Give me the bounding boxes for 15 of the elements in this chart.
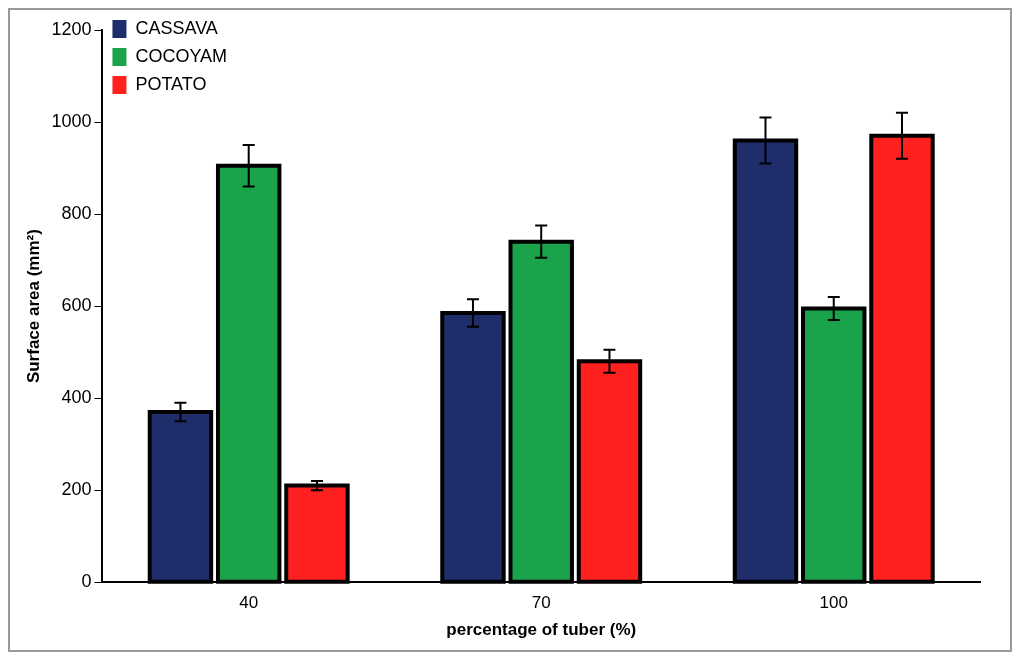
y-tick-label: 1200 [51,18,92,39]
y-tick-label: 600 [61,295,92,316]
x-tick-label: 70 [531,593,551,613]
y-axis-title: Surface area (mm²) [23,229,43,384]
y-tick-label: 200 [61,479,92,500]
legend-label: POTATO [135,73,207,94]
x-tick-label: 40 [239,593,259,613]
y-tick-label: 800 [61,203,92,224]
x-axis-title: percentage of tuber (%) [446,620,637,640]
legend-label: COCOYAM [135,45,228,66]
y-tick-label: 400 [61,387,92,408]
y-tick-label: 1000 [51,111,92,131]
x-tick-label: 100 [819,593,848,613]
y-tick-label: 0 [81,571,92,592]
legend-label: CASSAVA [135,17,218,38]
